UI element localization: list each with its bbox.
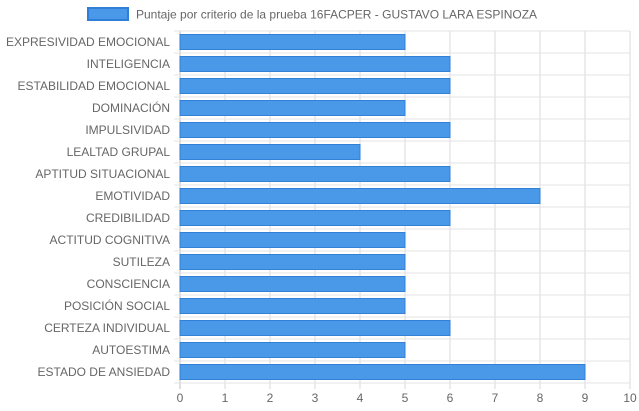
- category-label: DOMINACIÓN: [92, 100, 170, 115]
- x-tick-label: 1: [222, 391, 229, 405]
- x-tick-label: 4: [357, 391, 364, 405]
- x-tick-label: 7: [492, 391, 499, 405]
- x-tick-label: 0: [177, 391, 184, 405]
- category-label: IMPULSIVIDAD: [85, 123, 170, 137]
- bars: [179, 34, 586, 380]
- category-label: ESTABILIDAD EMOCIONAL: [18, 79, 171, 93]
- bar[interactable]: [179, 100, 406, 116]
- category-label: CREDIBILIDAD: [86, 211, 170, 225]
- bar[interactable]: [179, 320, 451, 336]
- category-label: CONSCIENCIA: [87, 277, 170, 291]
- bar[interactable]: [179, 298, 406, 314]
- bar[interactable]: [179, 56, 451, 72]
- category-label: LEALTAD GRUPAL: [67, 145, 171, 159]
- category-label: SUTILEZA: [113, 255, 170, 269]
- category-label: EMOTIVIDAD: [95, 189, 170, 203]
- category-label: POSICIÓN SOCIAL: [64, 298, 170, 313]
- x-tick-label: 9: [582, 391, 589, 405]
- category-label: CERTEZA INDIVIDUAL: [44, 321, 170, 335]
- x-axis-labels: 0 1 2 3 4 5 6 7 8 9 10: [177, 391, 637, 405]
- legend-swatch: [87, 7, 129, 21]
- category-label: ACTITUD COGNITIVA: [50, 233, 170, 247]
- bar[interactable]: [179, 342, 406, 358]
- bar[interactable]: [179, 34, 406, 50]
- bar[interactable]: [179, 276, 406, 292]
- x-tick-label: 5: [402, 391, 409, 405]
- category-label: INTELIGENCIA: [87, 57, 170, 71]
- bar[interactable]: [179, 144, 361, 160]
- legend-label: Puntaje por criterio de la prueba 16FACP…: [136, 8, 537, 22]
- bar[interactable]: [179, 364, 586, 380]
- category-label: ESTADO DE ANSIEDAD: [38, 365, 171, 379]
- category-label: APTITUD SITUACIONAL: [35, 167, 170, 181]
- bar[interactable]: [179, 232, 406, 248]
- category-label: AUTOESTIMA: [92, 343, 170, 357]
- bar[interactable]: [179, 188, 541, 204]
- bar[interactable]: [179, 122, 451, 138]
- y-axis-labels: EXPRESIVIDAD EMOCIONAL INTELIGENCIA ESTABI…: [6, 35, 170, 379]
- x-tick-label: 2: [267, 391, 274, 405]
- bar[interactable]: [179, 210, 451, 226]
- bar[interactable]: [179, 254, 406, 270]
- bar[interactable]: [179, 166, 451, 182]
- x-tick-label: 8: [537, 391, 544, 405]
- x-tick-label: 3: [312, 391, 319, 405]
- x-tick-label: 10: [623, 391, 637, 405]
- bar[interactable]: [179, 78, 451, 94]
- category-label: EXPRESIVIDAD EMOCIONAL: [6, 35, 170, 49]
- x-tick-label: 6: [447, 391, 454, 405]
- legend[interactable]: Puntaje por criterio de la prueba 16FACP…: [87, 7, 537, 22]
